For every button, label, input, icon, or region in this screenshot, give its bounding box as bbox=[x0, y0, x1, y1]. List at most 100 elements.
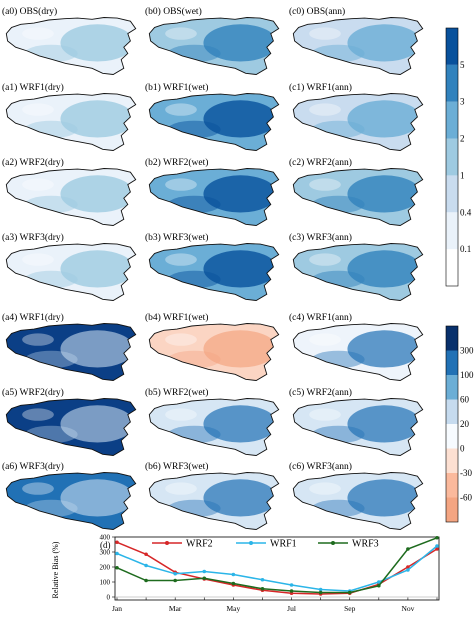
colorbar-tick-label: -60 bbox=[460, 493, 472, 503]
pattern-blob bbox=[203, 24, 278, 62]
plateau-outline bbox=[5, 17, 137, 75]
pattern-blob bbox=[309, 253, 341, 266]
plateau-outline bbox=[292, 168, 424, 226]
plateau-outline bbox=[292, 472, 424, 530]
pattern-blob bbox=[165, 482, 197, 495]
data-point-wrf3 bbox=[406, 547, 410, 551]
panel-title: (b5) WRF2(wet) bbox=[145, 387, 208, 398]
colorbar-tick-label: 300 bbox=[460, 346, 474, 356]
pattern-blob bbox=[165, 333, 197, 346]
map-panel: (b2) WRF2(wet) bbox=[145, 157, 280, 226]
series-line-wrf1 bbox=[116, 545, 438, 592]
panel-title: (c5) WRF2(ann) bbox=[289, 387, 352, 398]
data-point-wrf2 bbox=[406, 565, 410, 569]
plateau-outline bbox=[292, 243, 424, 301]
pattern-blob bbox=[60, 405, 135, 443]
panel-title: (a6) WRF3(dry) bbox=[2, 461, 64, 472]
data-point-wrf2 bbox=[144, 552, 148, 557]
panel-title: (a2) WRF2(dry) bbox=[2, 157, 64, 168]
precip-pattern bbox=[165, 24, 278, 63]
colorbar-tick-label: -30 bbox=[460, 468, 472, 478]
map-panel: (c4) WRF1(ann) bbox=[289, 312, 424, 381]
data-point-wrf3 bbox=[144, 578, 148, 583]
x-tick-label: Nov bbox=[401, 604, 414, 613]
panel-title: (b4) WRF1(wet) bbox=[145, 312, 208, 323]
colorbar-segment bbox=[446, 375, 458, 400]
pattern-blob bbox=[203, 175, 278, 213]
plateau-outline bbox=[5, 168, 137, 226]
data-point-wrf3 bbox=[115, 565, 119, 570]
plateau-outline bbox=[5, 323, 137, 381]
panel-title: (b2) WRF2(wet) bbox=[145, 157, 208, 168]
y-tick-label: 300 bbox=[100, 549, 111, 557]
precip-pattern bbox=[309, 405, 422, 444]
colorbar-segment bbox=[446, 138, 458, 176]
colorbar-segment bbox=[446, 497, 458, 522]
pattern-blob bbox=[60, 250, 135, 288]
y-tick-label: 0 bbox=[107, 594, 111, 602]
plateau-outline bbox=[148, 323, 280, 381]
x-tick-label: Sep bbox=[344, 604, 356, 613]
data-point-wrf2 bbox=[115, 540, 119, 545]
map-panel: (b3) WRF3(wet) bbox=[145, 232, 280, 301]
map-panel: (a6) WRF3(dry) bbox=[2, 461, 137, 530]
line-chart-panel: 0 100 200 300 400 Jan Mar May Jul Sep Nov (d) Rel… bbox=[51, 534, 440, 613]
x-tick-label: Jan bbox=[112, 604, 122, 613]
plateau-outline bbox=[292, 17, 424, 75]
pattern-blob bbox=[22, 178, 54, 191]
pattern-blob bbox=[22, 253, 54, 266]
x-tick-label: Mar bbox=[169, 604, 182, 613]
plateau-outline bbox=[292, 323, 424, 381]
map-panel: (a2) WRF2(dry) bbox=[2, 157, 137, 226]
pattern-blob bbox=[309, 178, 341, 191]
panel-title: (a0) OBS(dry) bbox=[2, 6, 57, 17]
colorbar-tick-label: 20 bbox=[460, 419, 470, 429]
x-tick-label: Jul bbox=[287, 604, 296, 613]
precip-pattern bbox=[309, 175, 422, 214]
panel-title: (a3) WRF3(dry) bbox=[2, 232, 64, 243]
plateau-outline bbox=[5, 398, 137, 456]
plateau-outline bbox=[148, 17, 280, 75]
precip-pattern bbox=[22, 405, 135, 444]
precip-pattern bbox=[165, 405, 278, 444]
x-axis: Jan Mar May Jul Sep Nov bbox=[112, 597, 438, 613]
panel-title: (c6) WRF3(ann) bbox=[289, 461, 352, 472]
map-panel: (a0) OBS(dry) bbox=[2, 6, 137, 75]
map-panel: (c1) WRF1(ann) bbox=[289, 82, 424, 151]
colorbar-segment bbox=[446, 101, 458, 139]
legend-label: WRF2 bbox=[186, 539, 213, 550]
pattern-blob bbox=[347, 250, 422, 288]
panel-title: (c3) WRF3(ann) bbox=[289, 232, 352, 243]
map-panels: (a0) OBS(dry) (b0) OBS(wet) (c0) OBS(ann) (… bbox=[2, 6, 424, 530]
data-point-wrf3 bbox=[260, 586, 265, 591]
pattern-blob bbox=[309, 482, 341, 495]
colorbar-segment bbox=[446, 399, 458, 424]
data-point-wrf1 bbox=[377, 580, 381, 584]
map-panel: (a1) WRF1(dry) bbox=[2, 82, 137, 151]
x-tick-label: May bbox=[226, 604, 240, 613]
pattern-blob bbox=[60, 175, 135, 213]
map-panel: (b4) WRF1(wet) bbox=[145, 312, 280, 381]
colorbar-segment bbox=[446, 326, 458, 351]
panel-title: (a4) WRF1(dry) bbox=[2, 312, 64, 323]
pattern-blob bbox=[347, 24, 422, 62]
series-line-wrf2 bbox=[116, 541, 438, 595]
plateau-outline bbox=[148, 398, 280, 456]
pattern-blob bbox=[60, 24, 135, 62]
plateau-outline bbox=[292, 93, 424, 151]
data-point-wrf3 bbox=[231, 581, 236, 586]
plateau-outline bbox=[5, 243, 137, 301]
pattern-blob bbox=[165, 408, 197, 421]
y-axis-label: Relative Bias (%) bbox=[51, 541, 60, 598]
data-point-wrf3 bbox=[289, 589, 294, 593]
colorbar-tick-label: 2 bbox=[460, 134, 465, 144]
legend-marker bbox=[165, 541, 169, 545]
legend-marker bbox=[249, 541, 253, 545]
map-panel: (a5) WRF2(dry) bbox=[2, 387, 137, 456]
colorbar-frame bbox=[445, 27, 459, 287]
line-chart-panel-label: (d) bbox=[100, 540, 111, 550]
data-point-wrf1 bbox=[202, 569, 207, 574]
panel-title: (a5) WRF2(dry) bbox=[2, 387, 64, 398]
colorbar-segment bbox=[446, 212, 458, 250]
y-tick-label: 400 bbox=[100, 534, 111, 542]
